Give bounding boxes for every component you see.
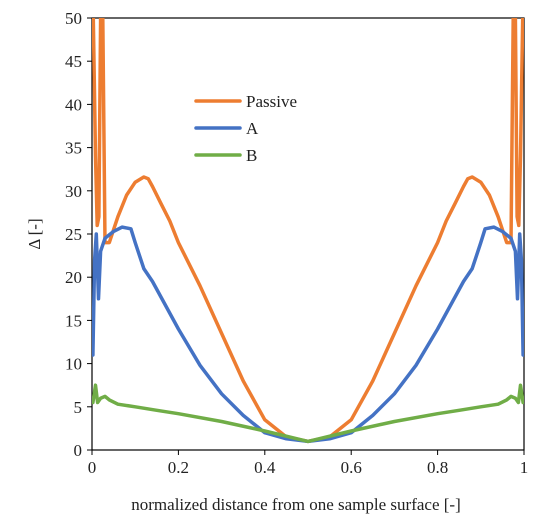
series-line-b	[92, 383, 524, 444]
legend-label-passive: Passive	[246, 92, 297, 111]
x-tick-label: 0	[88, 458, 97, 477]
y-tick-label: 0	[74, 441, 83, 460]
y-tick-label: 25	[65, 225, 82, 244]
x-tick-label: 0.4	[254, 458, 276, 477]
legend: Passive AB	[194, 92, 297, 165]
y-axis-title: Δ [-]	[25, 218, 44, 249]
legend-label-a: A	[246, 119, 259, 138]
x-axis-title: normalized distance from one sample surf…	[131, 495, 460, 514]
y-tick-label: 20	[65, 268, 82, 287]
y-axis: 0 5 10 15 20 25 30 35 40 45 50	[65, 9, 92, 460]
y-tick-label: 35	[65, 139, 82, 158]
y-tick-label: 45	[65, 52, 82, 71]
plot-frame	[91, 17, 525, 451]
y-tick-label: 15	[65, 311, 82, 330]
x-tick-label: 0.8	[427, 458, 448, 477]
y-tick-label: 30	[65, 182, 82, 201]
x-tick-label: 1	[520, 458, 529, 477]
y-tick-label: 40	[65, 95, 82, 114]
series-line-passive	[92, 18, 524, 444]
series-layer	[92, 18, 524, 444]
y-tick-label: 10	[65, 355, 82, 374]
x-axis: 0 0.2 0.4 0.6 0.8 1	[88, 450, 529, 477]
x-tick-label: 0.2	[168, 458, 189, 477]
y-tick-label: 50	[65, 9, 82, 28]
x-tick-label: 0.6	[341, 458, 362, 477]
y-tick-label: 5	[74, 398, 83, 417]
legend-label-b: B	[246, 146, 257, 165]
plot-area	[91, 17, 525, 451]
